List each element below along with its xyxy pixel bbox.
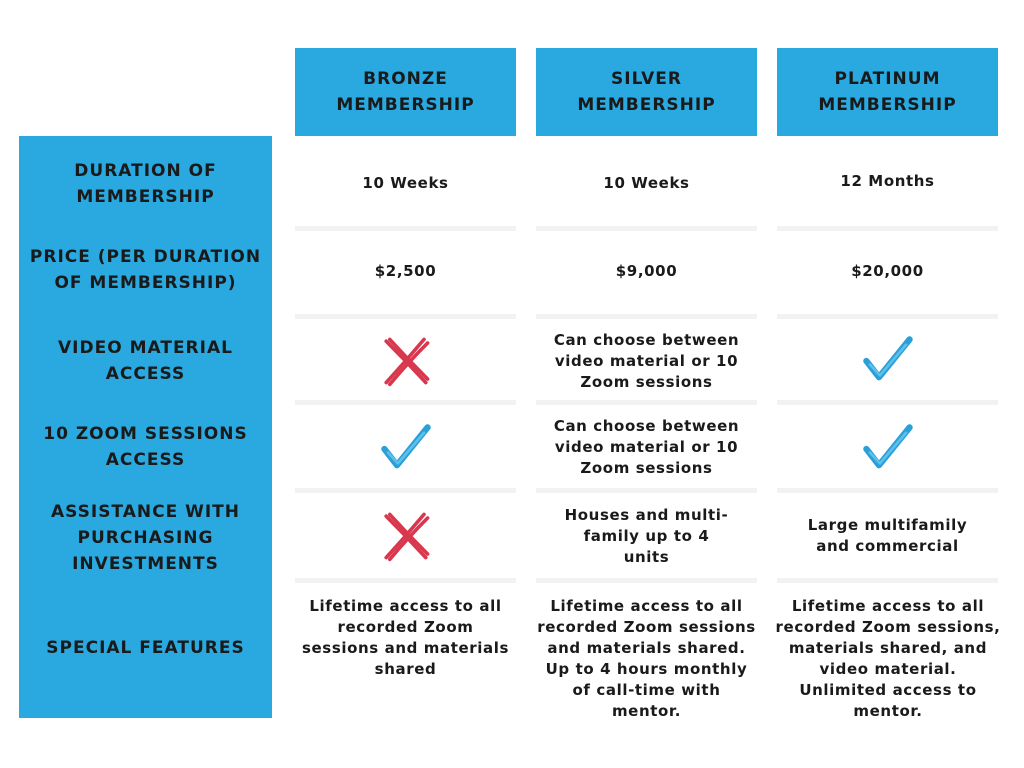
cell-zoom-bronze (295, 412, 516, 486)
cell-text-line: sessions and materials (301, 639, 510, 657)
header-bronze-line2: MEMBERSHIP (336, 95, 475, 115)
cell-text-line: Zoom sessions (580, 372, 713, 391)
cell-text-line: Houses and multi- (564, 505, 729, 524)
row-label-zoom-line: ACCESS (105, 450, 186, 470)
cell-price-bronze: $2,500 (374, 261, 437, 280)
row-label-price-line: OF MEMBERSHIP) (54, 273, 237, 293)
cell-text-line: mentor. (611, 702, 682, 720)
cell-special-bronze: Lifetime access to all recorded Zoom ses… (295, 596, 516, 686)
cell-text-line: Can choose between (553, 416, 740, 435)
cell-text-line: Large multifamily (807, 516, 968, 534)
cell-assistance-platinum: Large multifamily and commercial (777, 512, 998, 560)
cell-assistance-silver: Houses and multi- family up to 4 units (536, 500, 757, 572)
row-label-zoom: 10 ZOOM SESSIONS ACCESS (19, 409, 272, 485)
row-label-duration: DURATION OF MEMBERSHIP (19, 146, 272, 222)
row-label-column (19, 136, 272, 718)
cross-icon (383, 512, 429, 562)
row-divider (777, 578, 998, 583)
check-icon (862, 424, 913, 469)
cell-text-line: recorded Zoom (337, 618, 474, 636)
row-divider (295, 314, 516, 319)
header-bronze-line1: BRONZE (363, 69, 448, 89)
cell-text-line: recorded Zoom sessions (537, 618, 756, 636)
cell-zoom-silver: Can choose between video material or 10 … (536, 410, 757, 484)
cell-video-platinum (777, 324, 998, 398)
cell-text-line: of call-time with (572, 681, 721, 699)
cell-duration-platinum: 12 Months (840, 171, 935, 190)
header-silver-line1: SILVER (611, 69, 682, 89)
header-platinum-line1: PLATINUM (834, 69, 941, 89)
row-divider (536, 226, 757, 231)
cell-text-line: mentor. (853, 702, 923, 720)
cell-text-line: materials shared, and (788, 639, 988, 657)
row-label-duration-line: DURATION OF (74, 161, 217, 181)
header-silver: SILVER MEMBERSHIP (536, 48, 757, 136)
row-label-assistance-line: PURCHASING (77, 528, 214, 548)
cell-text-line: video material. (819, 660, 957, 678)
cell-duration-bronze: 10 Weeks (362, 173, 449, 192)
cell-text-line: Unlimited access to (799, 681, 977, 699)
cell-text-line: shared (374, 660, 437, 678)
row-divider (777, 314, 998, 319)
row-divider (777, 488, 998, 493)
row-label-assistance: ASSISTANCE WITH PURCHASING INVESTMENTS (19, 496, 272, 580)
row-label-video-line: ACCESS (105, 364, 186, 384)
row-label-assistance-line: INVESTMENTS (72, 554, 219, 574)
header-platinum: PLATINUM MEMBERSHIP (777, 48, 998, 136)
cell-text-line: Can choose between (553, 330, 740, 349)
row-label-zoom-line: 10 ZOOM SESSIONS (43, 424, 248, 444)
cell-video-bronze (295, 324, 516, 398)
cross-icon (383, 337, 429, 387)
row-divider (295, 400, 516, 405)
cell-video-silver: Can choose between video material or 10 … (536, 324, 757, 398)
cell-duration-silver: 10 Weeks (603, 173, 690, 192)
cell-special-silver: Lifetime access to all recorded Zoom ses… (528, 596, 765, 726)
cell-text-line: Lifetime access to all (791, 597, 985, 615)
check-icon (380, 424, 431, 469)
row-divider (295, 488, 516, 493)
cell-text-line: video material or 10 (554, 351, 739, 370)
row-label-price: PRICE (PER DURATION OF MEMBERSHIP) (19, 232, 272, 308)
cell-text-line: and materials shared. (547, 639, 746, 657)
row-divider (777, 226, 998, 231)
header-silver-line2: MEMBERSHIP (577, 95, 716, 115)
cell-zoom-platinum (777, 412, 998, 486)
header-bronze: BRONZE MEMBERSHIP (295, 48, 516, 136)
row-divider (536, 578, 757, 583)
cell-text-line: Up to 4 hours monthly (545, 660, 748, 678)
header-platinum-line2: MEMBERSHIP (818, 95, 957, 115)
cell-price-silver: $9,000 (615, 261, 678, 280)
cell-text-line: Lifetime access to all (309, 597, 502, 615)
row-label-price-line: PRICE (PER DURATION (29, 247, 262, 267)
row-divider (536, 488, 757, 493)
cell-text-line: and commercial (816, 537, 959, 555)
row-label-special-line: SPECIAL FEATURES (46, 638, 245, 658)
cell-text-line: units (623, 547, 670, 566)
row-label-assistance-line: ASSISTANCE WITH (50, 502, 241, 522)
row-label-special: SPECIAL FEATURES (19, 620, 272, 676)
row-divider (777, 400, 998, 405)
cell-text-line: Zoom sessions (580, 458, 713, 477)
row-divider (536, 314, 757, 319)
row-divider (536, 400, 757, 405)
row-divider (295, 226, 516, 231)
cell-price-platinum: $20,000 (851, 261, 924, 280)
cell-text-line: video material or 10 (554, 437, 739, 456)
row-label-video: VIDEO MATERIAL ACCESS (19, 323, 272, 399)
cell-text-line: Lifetime access to all (550, 597, 743, 615)
cell-assistance-bronze (295, 498, 516, 574)
row-label-duration-line: MEMBERSHIP (76, 187, 215, 207)
row-label-video-line: VIDEO MATERIAL (58, 338, 233, 358)
cell-text-line: recorded Zoom sessions, (775, 618, 1001, 636)
cell-special-platinum: Lifetime access to all recorded Zoom ses… (766, 596, 1010, 726)
check-icon (862, 336, 913, 381)
row-divider (295, 578, 516, 583)
cell-text-line: family up to 4 (583, 526, 710, 545)
